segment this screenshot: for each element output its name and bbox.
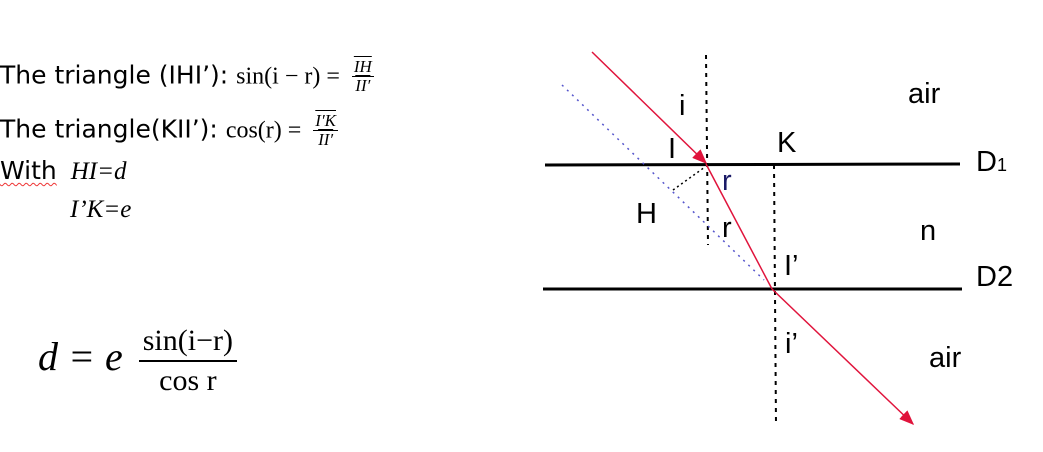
line2-num: I′K xyxy=(313,111,338,131)
incident-ray xyxy=(591,51,708,165)
label-D1-sub: 1 xyxy=(996,155,1007,175)
label-H: H xyxy=(636,198,657,230)
result-fraction: sin(i−r) cos r xyxy=(138,322,237,400)
with-label: With xyxy=(0,156,57,185)
with-line: With HI=d xyxy=(0,156,126,186)
label-K: K xyxy=(777,127,797,159)
line1-lhs: sin(i − r) = xyxy=(236,63,340,90)
interface-d1-line xyxy=(544,162,961,167)
line2-den: II′ xyxy=(318,130,334,149)
result-formula: d = e sin(i−r) cos r xyxy=(38,322,237,400)
result-den: cos r xyxy=(159,364,217,397)
label-i: i xyxy=(679,90,686,122)
label-D2: D2 xyxy=(976,261,1014,293)
with-eq1: HI=d xyxy=(70,158,127,185)
refracted-ray xyxy=(705,163,773,290)
triangle-ihi-equation: The triangle (IHI’): sin(i − r) = IH II′ xyxy=(0,58,374,95)
line1-fraction: IH II′ xyxy=(351,57,374,95)
result-num: sin(i−r) xyxy=(138,322,237,362)
label-r-top: r xyxy=(722,165,732,197)
label-r-bottom: r xyxy=(722,212,732,244)
normal-at-i-prime xyxy=(773,164,777,426)
with-eq2: I’K=e xyxy=(70,196,132,223)
extended-incident-ray xyxy=(561,84,765,281)
result-lhs: d = e xyxy=(38,334,123,380)
line2-fraction: I′K II′ xyxy=(313,112,338,149)
label-D1: D1 xyxy=(976,146,1007,179)
label-n: n xyxy=(920,215,937,247)
normal-at-i xyxy=(705,54,709,246)
line1-num: IH xyxy=(351,57,374,77)
line2-lhs: cos(r) = xyxy=(225,117,302,144)
triangle-kii-equation: The triangle(KII’): cos(r) = I′K II′ xyxy=(0,112,338,149)
label-I: I xyxy=(668,133,677,165)
emergent-ray xyxy=(771,288,915,426)
perpendicular-hi xyxy=(672,166,706,191)
label-I-prime: I’ xyxy=(784,250,799,282)
line1-den: II′ xyxy=(355,76,371,95)
line2-label: The triangle(KII’): xyxy=(0,114,218,144)
label-i-prime: i’ xyxy=(785,328,798,360)
line1-label: The triangle (IHI’): xyxy=(0,60,229,90)
label-air-bottom: air xyxy=(929,342,962,374)
label-D1-main: D xyxy=(976,146,997,178)
label-air-top: air xyxy=(908,78,941,110)
